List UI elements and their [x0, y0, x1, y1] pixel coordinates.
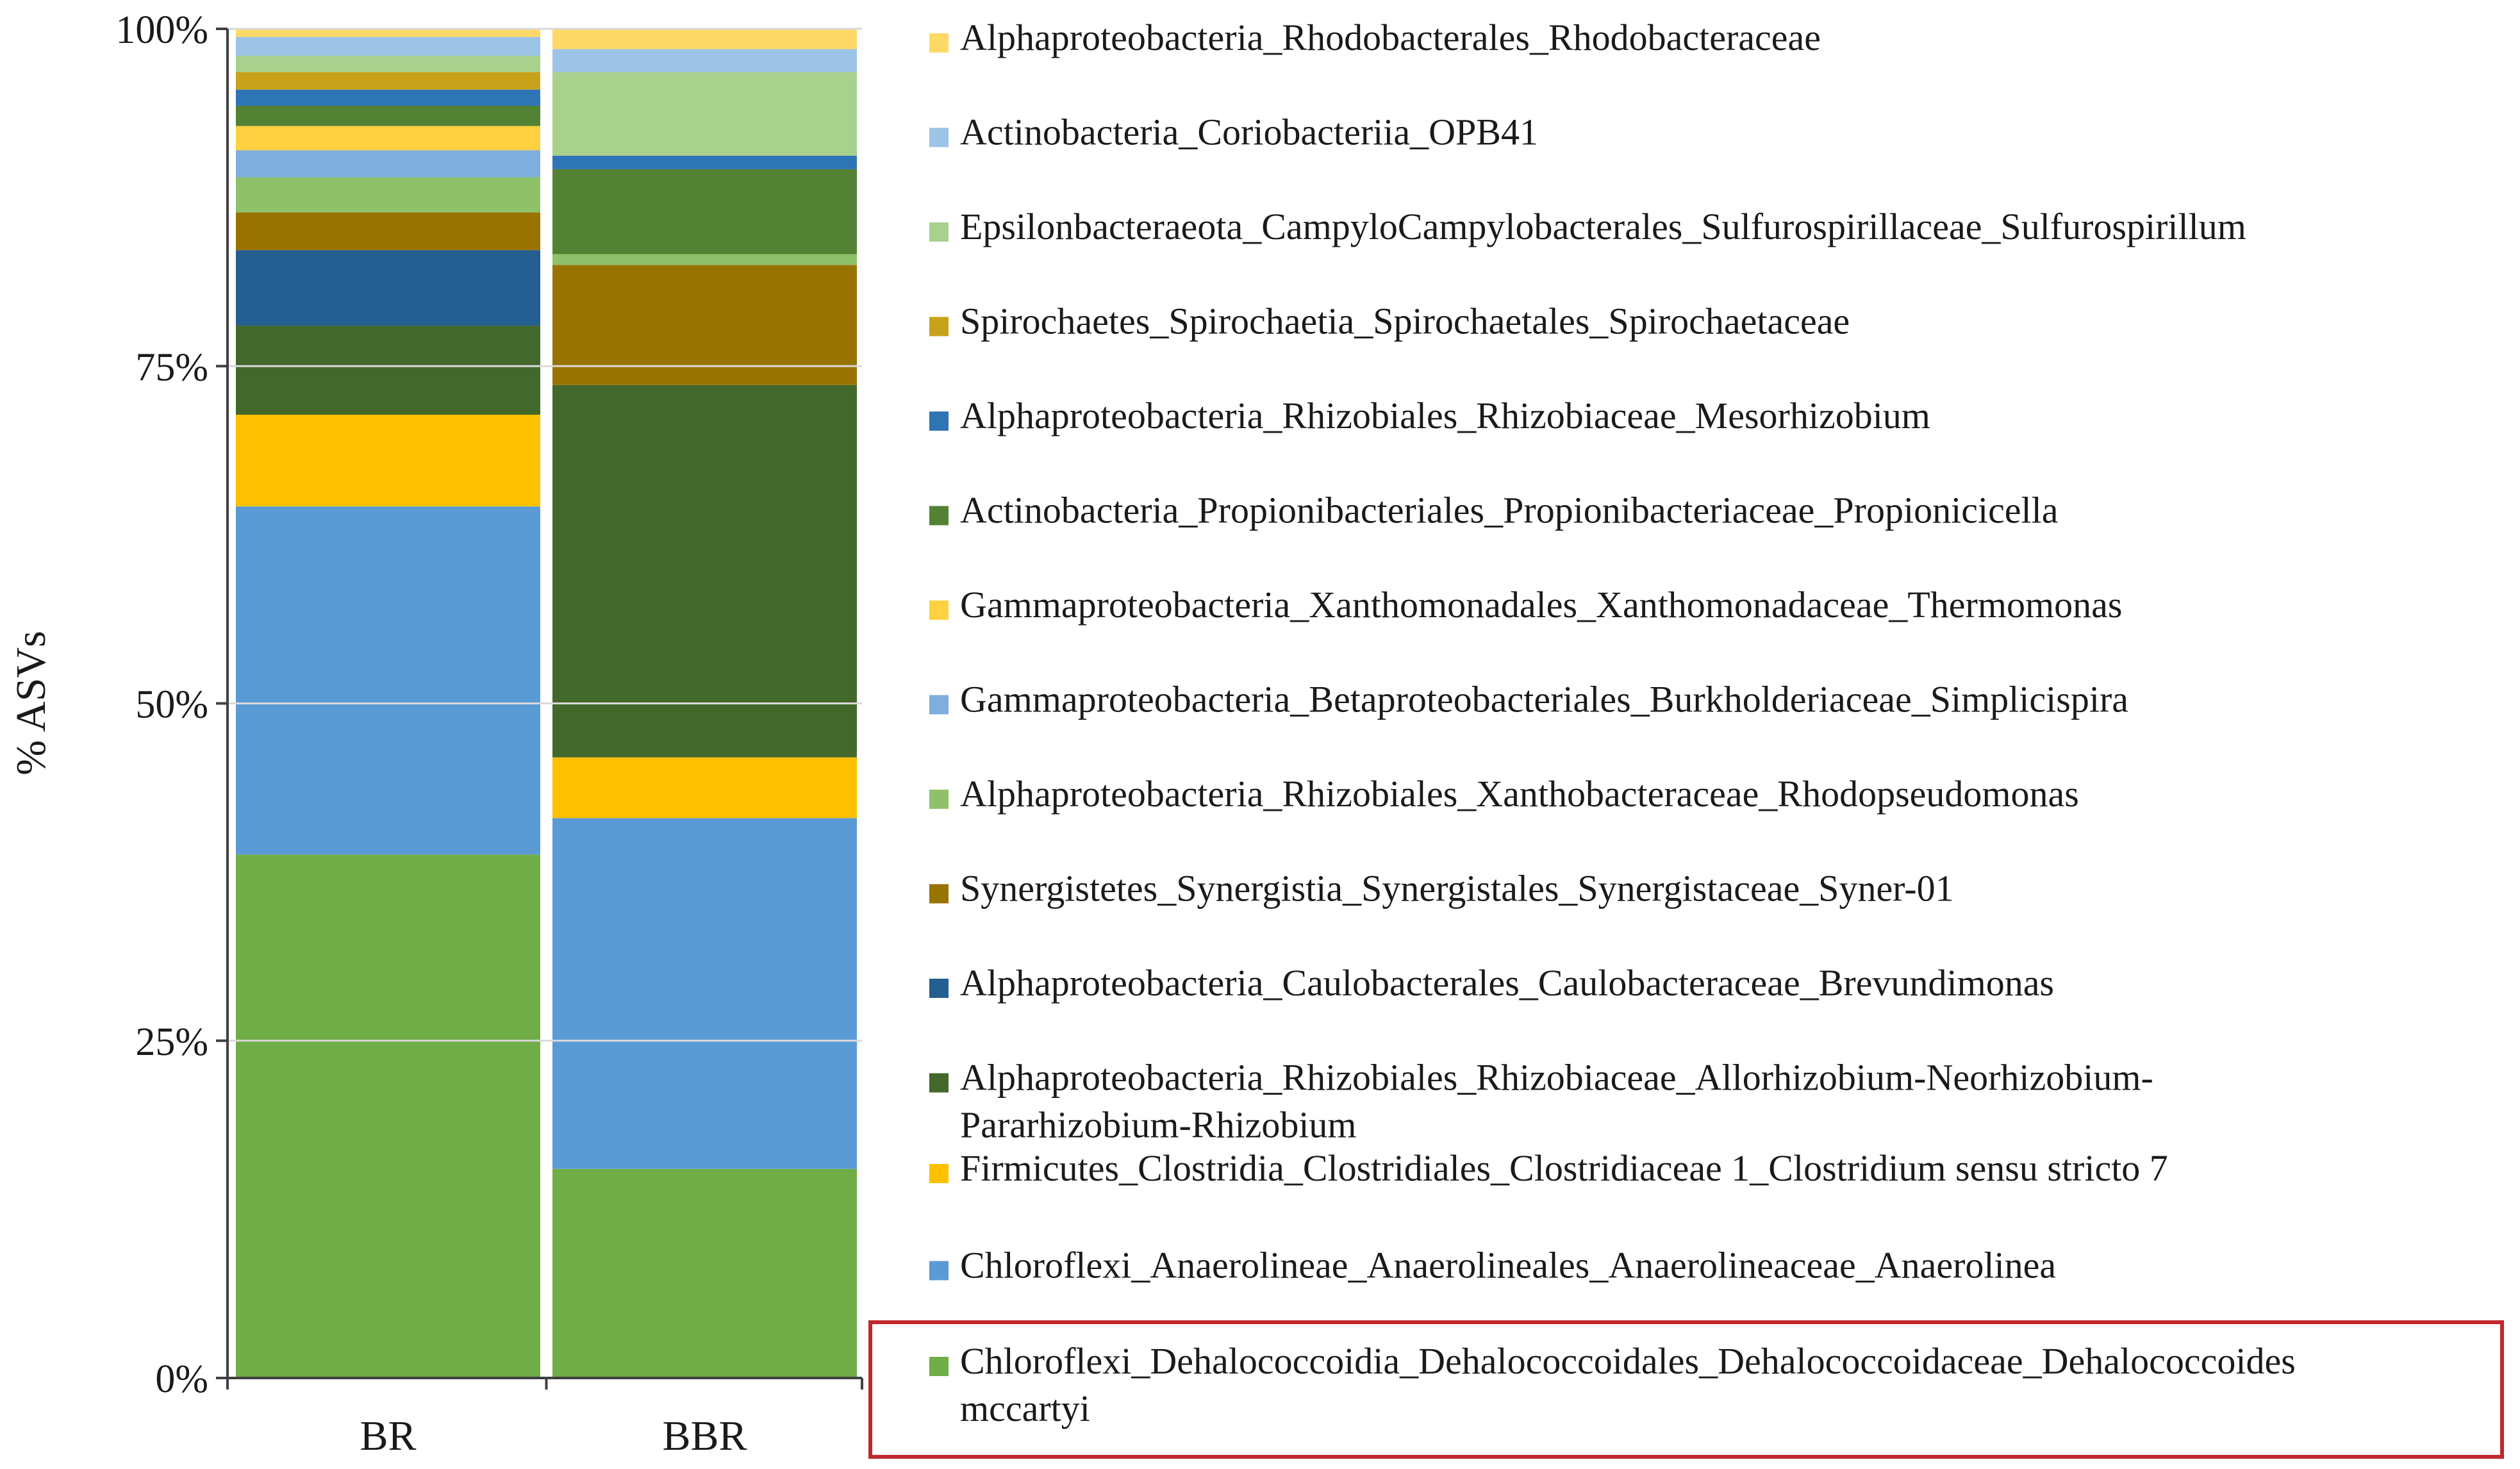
- bar-segment-bbr-5: [552, 265, 857, 385]
- bar-segment-bbr-6: [552, 254, 857, 265]
- legend-swatch-11: [929, 317, 949, 336]
- legend-label-1: Chloroflexi_Anaerolineae_Anaerolineales_…: [960, 1245, 2056, 1286]
- legend-label-4: Alphaproteobacteria_Caulobacterales_Caul…: [960, 962, 2054, 1004]
- bar-segment-br-14: [236, 29, 540, 37]
- legend-layer: Alphaproteobacteria_Rhodobacterales_Rhod…: [868, 17, 2504, 1459]
- bar-segment-br-8: [236, 126, 540, 151]
- bar-segment-bbr-9: [552, 169, 857, 254]
- bar-segment-br-11: [236, 72, 540, 90]
- legend-swatch-0: [929, 1357, 949, 1376]
- y-tick-label-2: 50%: [135, 683, 208, 727]
- bar-segment-bbr-10: [552, 155, 857, 169]
- bar-segment-br-4: [236, 250, 540, 326]
- bar-segment-br-6: [236, 177, 540, 213]
- legend-swatch-3: [929, 1073, 949, 1093]
- bar-segment-br-10: [236, 89, 540, 106]
- legend-label-line-3-1: Pararhizobium-Rhizobium: [960, 1104, 1357, 1146]
- bar-segment-bbr-0: [552, 1168, 857, 1378]
- legend-label-line-3-0: Alphaproteobacteria_Rhizobiales_Rhizobia…: [960, 1057, 2153, 1099]
- legend-swatch-10: [929, 411, 949, 431]
- legend-swatch-2: [929, 1164, 949, 1183]
- x-category-label-bbr: BBR: [662, 1413, 747, 1459]
- legend-label-line-0-0: Chloroflexi_Dehalococcoidia_Dehalococcoi…: [960, 1340, 2296, 1382]
- bar-segment-bbr-12: [552, 72, 857, 156]
- legend-label-8: Gammaproteobacteria_Xanthomonadales_Xant…: [960, 584, 2122, 626]
- legend-label-6: Alphaproteobacteria_Rhizobiales_Xanthoba…: [960, 773, 2079, 815]
- legend-swatch-13: [929, 128, 949, 147]
- legend-label-line-0-1: mccartyi: [960, 1388, 1090, 1429]
- axes-layer: 0% 25% 50% 75% 100% BR BBR % ASVs: [8, 8, 863, 1459]
- bar-segment-bbr-3: [552, 385, 857, 758]
- x-category-label-br: BR: [360, 1413, 416, 1459]
- bar-segment-br-9: [236, 105, 540, 126]
- bar-segment-br-5: [236, 212, 540, 251]
- legend-swatch-8: [929, 601, 949, 620]
- legend-swatch-6: [929, 790, 949, 809]
- bar-segment-br-12: [236, 56, 540, 72]
- legend-label-11: Spirochaetes_Spirochaetia_Spirochaetales…: [960, 301, 1850, 342]
- legend-label-0: Chloroflexi_Dehalococcoidia_Dehalococcoi…: [960, 1340, 2296, 1429]
- bar-segment-br-7: [236, 150, 540, 178]
- legend-label-7: Gammaproteobacteria_Betaproteobacteriale…: [960, 679, 2128, 720]
- legend-label-9: Actinobacteria_Propionibacteriales_Propi…: [960, 490, 2059, 531]
- legend-label-2: Firmicutes_Clostridia_Clostridiales_Clos…: [960, 1147, 2168, 1189]
- bar-segment-br-3: [236, 326, 540, 415]
- bar-segment-br-0: [236, 854, 540, 1378]
- legend-label-14: Alphaproteobacteria_Rhodobacterales_Rhod…: [960, 17, 1821, 58]
- legend-label-10: Alphaproteobacteria_Rhizobiales_Rhizobia…: [960, 395, 1930, 436]
- y-tick-label-4: 100%: [115, 8, 208, 52]
- legend-highlight-box: [868, 1320, 2504, 1459]
- bar-segment-bbr-1: [552, 818, 857, 1169]
- bar-segment-bbr-14: [552, 29, 857, 49]
- legend-label-12: Epsilonbacteraeota_CampyloCampylobactera…: [960, 206, 2246, 247]
- legend-label-5: Synergistetes_Synergistia_Synergistales_…: [960, 868, 1954, 909]
- bars-layer: [236, 29, 857, 1378]
- legend-swatch-9: [929, 506, 949, 526]
- bar-segment-br-2: [236, 415, 540, 507]
- legend-swatch-5: [929, 884, 949, 904]
- y-axis-title: % ASVs: [8, 631, 54, 776]
- legend-swatch-1: [929, 1261, 949, 1281]
- legend-swatch-14: [929, 33, 949, 53]
- y-tick-label-0: 0%: [155, 1357, 208, 1401]
- legend-label-3: Alphaproteobacteria_Rhizobiales_Rhizobia…: [960, 1057, 2153, 1146]
- y-tick-label-1: 25%: [135, 1020, 208, 1064]
- legend-swatch-4: [929, 979, 949, 998]
- bar-segment-bbr-2: [552, 757, 857, 818]
- bar-segment-br-1: [236, 506, 540, 855]
- y-tick-label-3: 75%: [135, 345, 208, 389]
- legend-label-13: Actinobacteria_Coriobacteriia_OPB41: [960, 112, 1538, 153]
- bar-segment-bbr-13: [552, 49, 857, 72]
- bar-segment-br-13: [236, 37, 540, 56]
- legend-swatch-12: [929, 222, 949, 242]
- legend-swatch-7: [929, 695, 949, 715]
